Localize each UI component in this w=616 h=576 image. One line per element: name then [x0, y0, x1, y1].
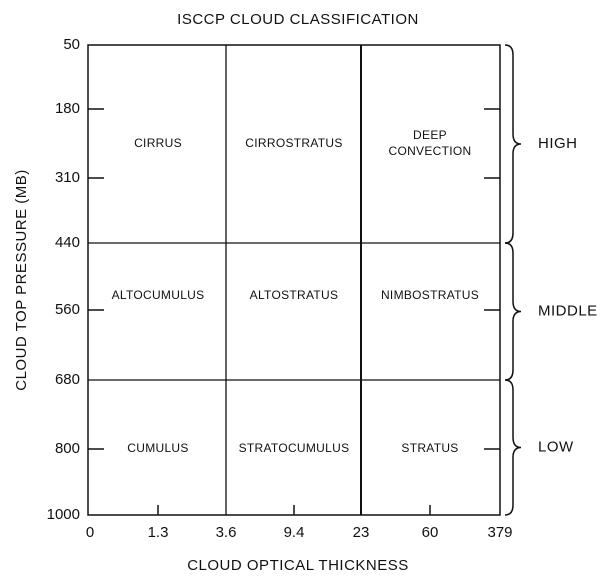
y-tick-label: 310 — [55, 169, 80, 186]
y-tick-label: 180 — [55, 100, 80, 117]
title: ISCCP CLOUD CLASSIFICATION — [177, 11, 419, 28]
cell-label: ALTOCUMULUS — [112, 288, 205, 302]
y-tick-label: 1000 — [47, 506, 80, 523]
cell-label: STRATUS — [401, 441, 458, 455]
x-tick-label: 60 — [422, 524, 439, 541]
x-tick-label: 23 — [353, 524, 370, 541]
cell-label: DEEP — [413, 128, 447, 142]
cell-label: CIRRUS — [134, 136, 182, 150]
brace — [504, 242, 522, 381]
cell-label: ALTOSTRATUS — [250, 288, 339, 302]
cell-label: CONVECTION — [388, 144, 471, 158]
brace — [504, 379, 522, 516]
y-tick-label: 440 — [55, 234, 80, 251]
y-tick-label: 680 — [55, 371, 80, 388]
x-tick-label: 3.6 — [216, 524, 237, 541]
x-tick-label: 0 — [86, 524, 94, 541]
group-label: HIGH — [538, 135, 578, 152]
cell-label: NIMBOSTRATUS — [381, 288, 479, 302]
brace — [504, 44, 522, 244]
y-tick-label: 50 — [63, 36, 80, 53]
x-axis-title: CLOUD OPTICAL THICKNESS — [187, 557, 409, 574]
y-axis-title: CLOUD TOP PRESSURE (MB) — [13, 169, 30, 391]
x-tick-label: 379 — [487, 524, 512, 541]
cell-label: CUMULUS — [127, 441, 188, 455]
cell-label: STRATOCUMULUS — [239, 441, 350, 455]
group-label: LOW — [538, 438, 574, 455]
cell-label: CIRROSTRATUS — [245, 136, 342, 150]
y-tick-label: 560 — [55, 301, 80, 318]
group-label: MIDDLE — [538, 302, 598, 319]
y-tick-label: 800 — [55, 440, 80, 457]
x-tick-label: 9.4 — [284, 524, 305, 541]
x-tick-label: 1.3 — [148, 524, 169, 541]
